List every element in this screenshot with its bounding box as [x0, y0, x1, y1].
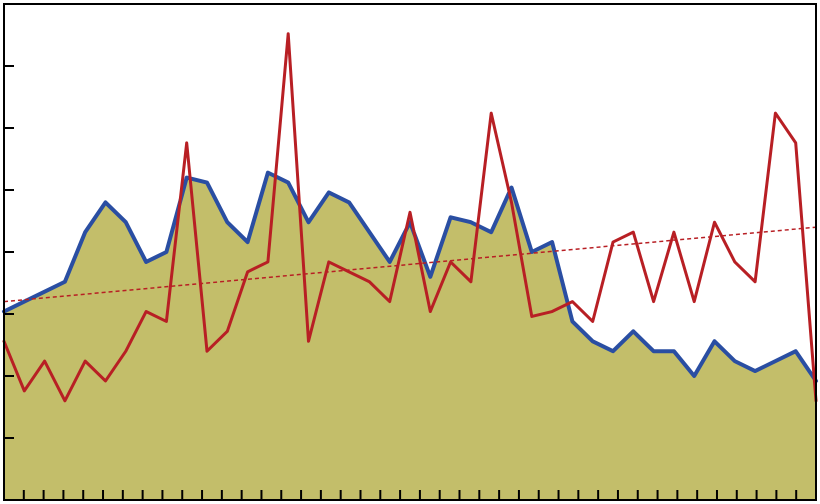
chart-container [0, 0, 820, 504]
chart-svg [0, 0, 820, 504]
